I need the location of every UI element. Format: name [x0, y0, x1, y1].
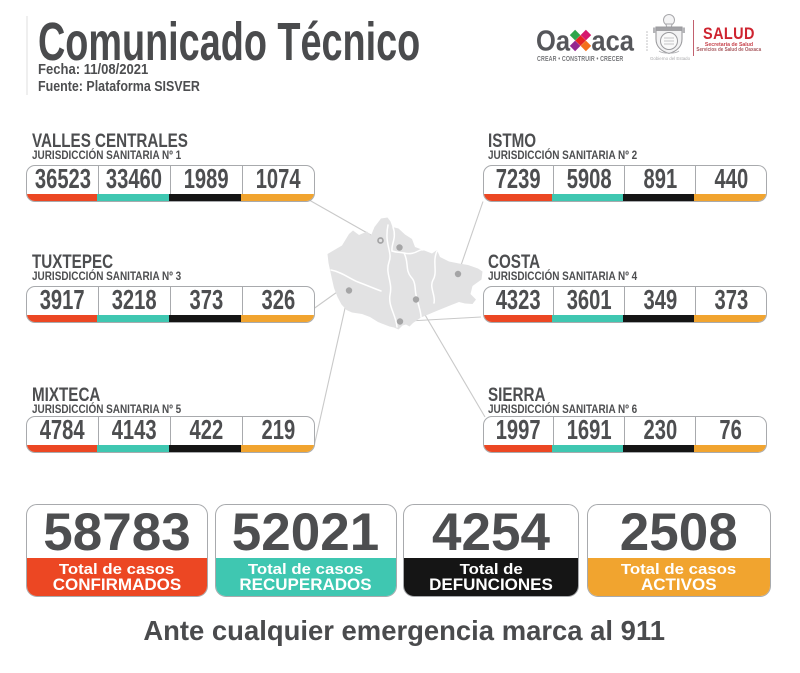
- svg-text:aca: aca: [591, 27, 634, 54]
- svg-text:Oa: Oa: [536, 27, 571, 54]
